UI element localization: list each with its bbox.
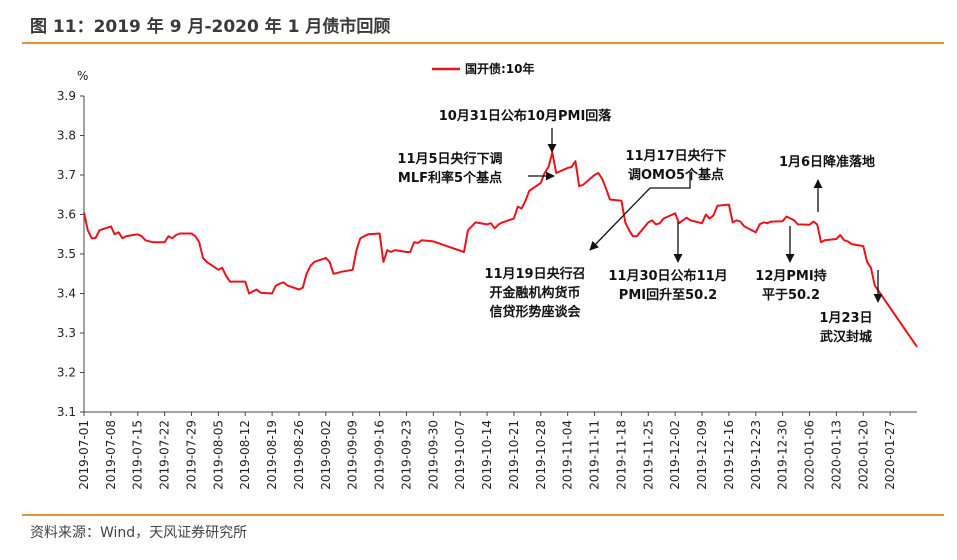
x-tick-label: 2019-10-07 [453,420,467,490]
y-tick-label: 3.1 [57,405,76,419]
annotation-line: 1月23日 [819,311,872,326]
x-tick-label: 2019-09-09 [346,420,360,490]
legend-label: 国开债:10年 [465,61,535,76]
annotation-line: 开金融机构货币 [489,285,580,301]
annotation-line: 11月19日央行召 [484,266,585,282]
y-tick-label: 3.2 [57,366,76,380]
annotation-label: 12月PMI持平于50.2 [755,268,826,303]
annotation-line: 武汉封城 [820,329,872,345]
annotation-line: 11月17日央行下 [625,148,726,164]
x-tick-label: 2020-01-13 [829,420,843,490]
annotation-line: PMI回升至50.2 [619,287,717,303]
annotation-line: 调OMO5个基点 [628,167,724,183]
x-tick-label: 2019-09-16 [373,420,387,490]
x-tick-label: 2019-09-23 [399,420,413,490]
x-tick-label: 2019-07-29 [184,420,198,490]
y-tick-label: 3.7 [57,168,76,182]
annotation-label: 10月31日公布10月PMI回落 [439,108,613,124]
annotation-label: 11月30日公布11月 PMI回升至50.2 [608,268,727,303]
y-tick-label: 3.8 [57,129,76,143]
annotation-line: 平于50.2 [762,288,820,303]
y-tick-label: 3.4 [57,287,76,301]
x-tick-label: 2019-07-15 [131,420,145,490]
annotations: 10月31日公布10月PMI回落 11月5日央行下调 MLF利率5个基点 11月17日… [397,108,883,345]
y-tick-label: 3.3 [57,326,76,340]
plot-area [83,151,918,348]
x-tick-label: 2019-10-21 [507,420,521,490]
x-tick-label: 2019-12-16 [722,420,736,490]
annotation-line: 信贷形势座谈会 [489,304,581,320]
x-tick-label: 2019-12-30 [776,420,790,490]
chart-axes: % 3.1 3.2 3.3 3.4 3.5 3.6 3.7 3.8 3.9 2019-07-01 20… [57,69,917,490]
source-rule [22,514,944,516]
x-tick-label: 2019-07-22 [158,420,172,490]
annotation-label: 11月5日央行下调 MLF利率5个基点 [397,151,502,186]
annotation-label: 11月19日央行召开金融机构货币信贷形势座谈会 [484,266,585,320]
x-tick-label: 2019-09-30 [426,420,440,490]
x-tick-label: 2020-01-20 [856,420,870,490]
x-tick-label: 2019-07-01 [77,420,91,490]
x-tick-label: 2019-11-11 [588,420,602,490]
annotation-line: MLF利率5个基点 [398,170,502,186]
x-tick-label: 2020-01-27 [883,420,897,490]
x-tick-label: 2019-10-14 [480,420,494,490]
y-unit-label: % [77,69,88,83]
x-tick-label: 2020-01-06 [803,420,817,490]
annotation-line: 1月6日降准落地 [779,154,875,170]
annotation-label: 1月23日武汉封城 [819,311,872,345]
annotation-line: 11月5日央行下调 [397,151,502,167]
x-tick-label: 2019-11-04 [561,420,575,490]
source-note: 资料来源：Wind，天风证券研究所 [30,525,248,541]
title-rule [22,42,944,44]
chart-legend: 国开债:10年 [432,61,535,76]
annotation-line: 10月31日公布10月PMI回落 [439,108,613,124]
y-tick-label: 3.9 [57,89,76,103]
annotation-label: 11月17日央行下调OMO5个基点 [625,148,726,183]
x-tick-label: 2019-12-23 [749,420,763,490]
x-tick-label: 2019-09-02 [319,420,333,490]
annotation-arrow [589,172,691,251]
series-line-guokaizhai-10y [83,151,918,348]
x-tick-label: 2019-11-18 [614,420,628,490]
annotation-line: 11月30日公布11月 [608,268,727,284]
y-tick-label: 3.6 [57,208,76,222]
x-tick-label: 2019-12-02 [668,420,682,490]
figure-title: 图 11：2019 年 9 月-2020 年 1 月债市回顾 [30,17,391,37]
x-tick-label: 2019-10-28 [534,420,548,490]
x-tick-label: 2019-08-26 [292,420,306,490]
x-tick-label: 2019-12-09 [695,420,709,490]
x-tick-label: 2019-11-25 [641,420,655,490]
x-tick-label: 2019-08-12 [238,420,252,490]
annotation-label: 1月6日降准落地 [779,154,875,170]
x-tick-label: 2019-08-19 [265,420,279,490]
annotation-line: 12月PMI持 [755,268,826,284]
x-tick-label: 2019-08-05 [211,420,225,490]
x-tick-label: 2019-07-08 [104,420,118,490]
y-tick-label: 3.5 [57,247,76,261]
